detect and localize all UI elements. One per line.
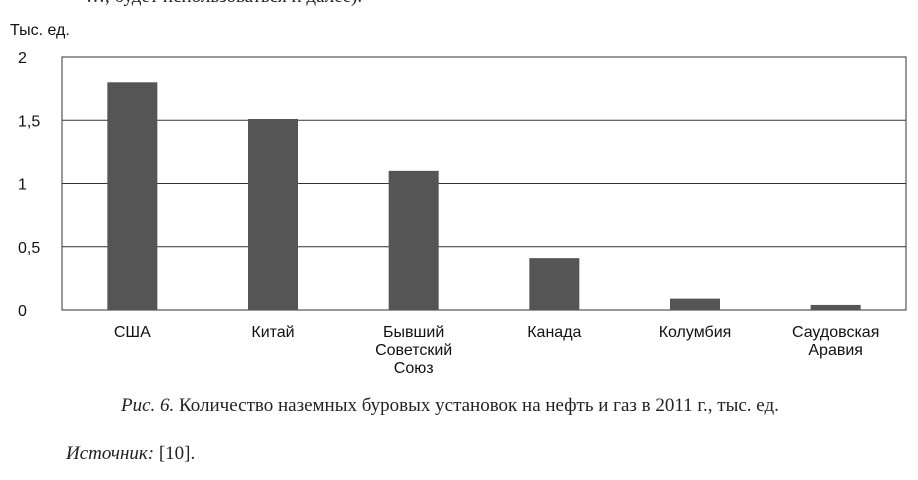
y-tick-label: 1 — [18, 177, 27, 194]
y-axis-unit-label: Тыс. ед. — [10, 22, 70, 39]
bar — [670, 298, 720, 310]
x-category-label: Союз — [394, 360, 434, 377]
y-tick-label: 2 — [18, 50, 27, 67]
x-category-label: Канада — [527, 324, 581, 341]
y-tick-label: 0 — [18, 303, 27, 320]
source-text: [10]. — [154, 443, 196, 464]
x-category-label: США — [114, 324, 151, 341]
y-tick-label: 0,5 — [18, 240, 40, 257]
bar — [810, 304, 861, 310]
bar — [107, 82, 158, 310]
x-category-label: Бывший — [383, 324, 444, 341]
x-category-label: Аравия — [808, 342, 863, 359]
source-line: Источник: [10]. — [66, 443, 195, 465]
figure-caption: Рис. 6. Количество наземных буровых уста… — [121, 395, 779, 417]
figure-caption-text: Количество наземных буровых установок на… — [174, 395, 779, 416]
source-label: Источник: — [66, 443, 155, 464]
bar — [529, 258, 580, 310]
x-category-label: Китай — [251, 324, 294, 341]
y-tick-label: 1,5 — [18, 113, 40, 130]
bar — [248, 118, 298, 310]
figure-label: Рис. 6. — [121, 395, 175, 416]
bar — [388, 170, 439, 310]
x-category-label: Саудовская — [792, 324, 879, 341]
x-category-label: Колумбия — [659, 324, 732, 341]
x-category-label: Советский — [375, 342, 452, 359]
clipped-top-text: …, будет использоваться и далее). — [86, 0, 362, 8]
